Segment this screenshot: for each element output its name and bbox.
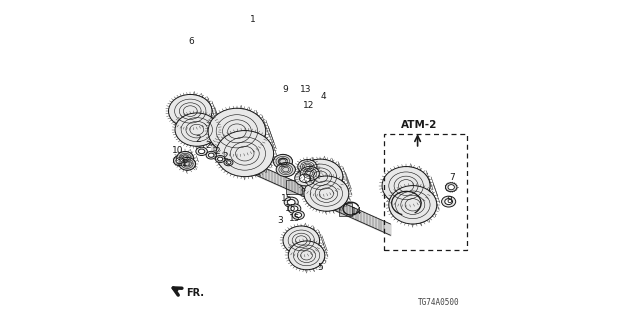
Ellipse shape — [300, 166, 319, 180]
Ellipse shape — [442, 196, 456, 207]
Text: 15: 15 — [285, 204, 297, 213]
Ellipse shape — [287, 199, 295, 205]
Ellipse shape — [273, 155, 292, 168]
Text: 10: 10 — [172, 146, 183, 155]
Polygon shape — [287, 180, 302, 194]
Text: 15: 15 — [289, 214, 301, 223]
Polygon shape — [237, 108, 273, 177]
Polygon shape — [301, 226, 324, 270]
Ellipse shape — [288, 241, 325, 270]
Text: 14: 14 — [351, 207, 363, 216]
Text: FR.: FR. — [187, 288, 205, 298]
Polygon shape — [190, 94, 218, 146]
Text: 8: 8 — [447, 196, 452, 204]
Ellipse shape — [448, 185, 454, 190]
Ellipse shape — [179, 157, 196, 170]
Ellipse shape — [173, 156, 186, 166]
Text: ATM-2: ATM-2 — [401, 120, 437, 130]
Text: 15: 15 — [282, 194, 292, 203]
Text: 11: 11 — [177, 159, 189, 168]
Ellipse shape — [226, 161, 231, 164]
Ellipse shape — [389, 186, 437, 224]
Ellipse shape — [298, 159, 343, 194]
Ellipse shape — [215, 156, 225, 163]
Text: 3: 3 — [277, 216, 283, 225]
Ellipse shape — [304, 176, 349, 211]
Text: 2: 2 — [223, 152, 228, 161]
Ellipse shape — [300, 174, 310, 182]
Polygon shape — [321, 159, 349, 211]
Text: 7: 7 — [450, 173, 455, 182]
Text: 2: 2 — [196, 135, 201, 144]
Ellipse shape — [198, 149, 205, 154]
Ellipse shape — [445, 183, 457, 192]
Text: 9: 9 — [283, 85, 288, 94]
Text: 4: 4 — [321, 92, 326, 100]
Ellipse shape — [176, 158, 184, 164]
Ellipse shape — [284, 197, 298, 207]
Text: 13: 13 — [300, 85, 311, 94]
Ellipse shape — [206, 151, 216, 159]
Polygon shape — [240, 159, 259, 174]
Text: 2: 2 — [206, 141, 211, 150]
Text: 12: 12 — [303, 101, 315, 110]
Ellipse shape — [175, 113, 219, 146]
Text: 1: 1 — [250, 15, 255, 24]
Ellipse shape — [224, 159, 233, 166]
Ellipse shape — [295, 171, 316, 186]
Polygon shape — [307, 160, 319, 180]
Polygon shape — [406, 167, 436, 224]
Polygon shape — [283, 155, 295, 177]
Ellipse shape — [292, 211, 305, 220]
Text: 6: 6 — [189, 37, 194, 46]
Ellipse shape — [209, 153, 214, 157]
Text: 2: 2 — [214, 147, 220, 156]
Text: TG74A0500: TG74A0500 — [417, 298, 460, 307]
Ellipse shape — [218, 157, 223, 161]
Ellipse shape — [177, 151, 193, 164]
Ellipse shape — [445, 199, 452, 204]
Ellipse shape — [382, 167, 430, 205]
Ellipse shape — [168, 94, 212, 128]
Ellipse shape — [208, 108, 266, 154]
Ellipse shape — [288, 204, 301, 213]
Ellipse shape — [298, 160, 317, 174]
Ellipse shape — [295, 212, 301, 218]
Text: 5: 5 — [317, 263, 323, 272]
Ellipse shape — [283, 226, 319, 255]
Ellipse shape — [276, 163, 296, 177]
Ellipse shape — [291, 206, 298, 211]
Ellipse shape — [196, 147, 207, 156]
Polygon shape — [339, 203, 352, 217]
Ellipse shape — [216, 131, 274, 177]
Polygon shape — [185, 151, 195, 170]
